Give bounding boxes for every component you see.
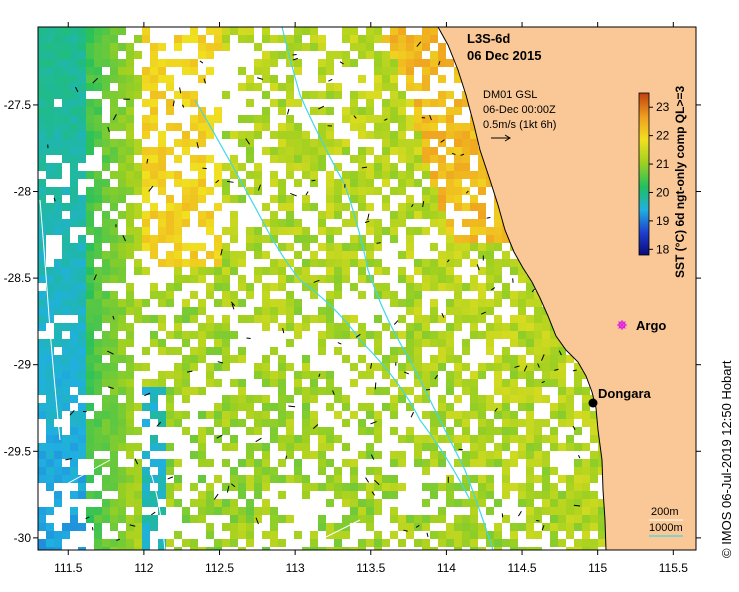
colorbar-tick-label: 22 (656, 129, 670, 143)
current-info-line3: 0.5m/s (1kt 6h) (483, 119, 556, 131)
credit-text: © IMOS 06-Jul-2019 12:50 Hobart (719, 360, 734, 558)
argo-label: Argo (636, 318, 666, 333)
colorbar-tick-label: 20 (656, 185, 670, 199)
colorbar-ticks: 18 19 20 21 22 23 (649, 100, 670, 256)
x-tick-label: 114 (437, 561, 456, 575)
x-tick-label: 111.5 (54, 561, 83, 575)
colorbar-tick-label: 23 (656, 100, 670, 114)
map-title-line2: 06 Dec 2015 (467, 48, 541, 63)
current-vectors (47, 41, 581, 541)
x-axis: 111.5 112 112.5 113 113.5 114 114.5 115 115.5 (54, 22, 688, 575)
argo-marker (617, 320, 627, 330)
x-tick-label: 113 (286, 561, 305, 575)
x-tick-label: 114.5 (507, 561, 536, 575)
y-tick-label: -29 (14, 358, 32, 372)
y-axis: -27.5 -28 -28.5 -29 -29.5 -30 (4, 98, 701, 545)
x-tick-label: 112.5 (205, 561, 234, 575)
y-tick-label: -27.5 (4, 98, 32, 112)
y-tick-label: -30 (14, 531, 32, 545)
dongara-marker (588, 398, 598, 408)
x-tick-label: 112 (134, 561, 153, 575)
dongara-label: Dongara (598, 386, 652, 401)
y-tick-label: -28.5 (4, 271, 32, 285)
current-info-line1: DM01 GSL (483, 89, 537, 101)
colorbar-tick-label: 21 (656, 157, 670, 171)
isobath-200m (38, 199, 361, 550)
x-tick-label: 115 (588, 561, 607, 575)
sst-field (38, 27, 606, 550)
land-area (437, 27, 696, 550)
x-tick-label: 115.5 (659, 561, 688, 575)
colorbar-tick-label: 19 (656, 214, 670, 228)
colorbar-title: SST (°C) 6d ngt-only comp QL>=3 (673, 86, 687, 278)
legend-1000m: 1000m (649, 522, 683, 534)
isobath-1000m (194, 27, 494, 550)
current-info-line2: 06-Dec 00:00Z (483, 104, 556, 116)
legend-200m: 200m (651, 506, 679, 518)
map-title-line1: L3S-6d (467, 31, 510, 46)
plot-frame (37, 26, 697, 551)
scale-arrow-icon (491, 134, 511, 142)
y-tick-label: -28 (14, 185, 32, 199)
colorbar-tick-label: 18 (656, 242, 670, 256)
y-tick-label: -29.5 (4, 444, 32, 458)
colorbar (638, 92, 650, 256)
x-tick-label: 113.5 (356, 561, 385, 575)
